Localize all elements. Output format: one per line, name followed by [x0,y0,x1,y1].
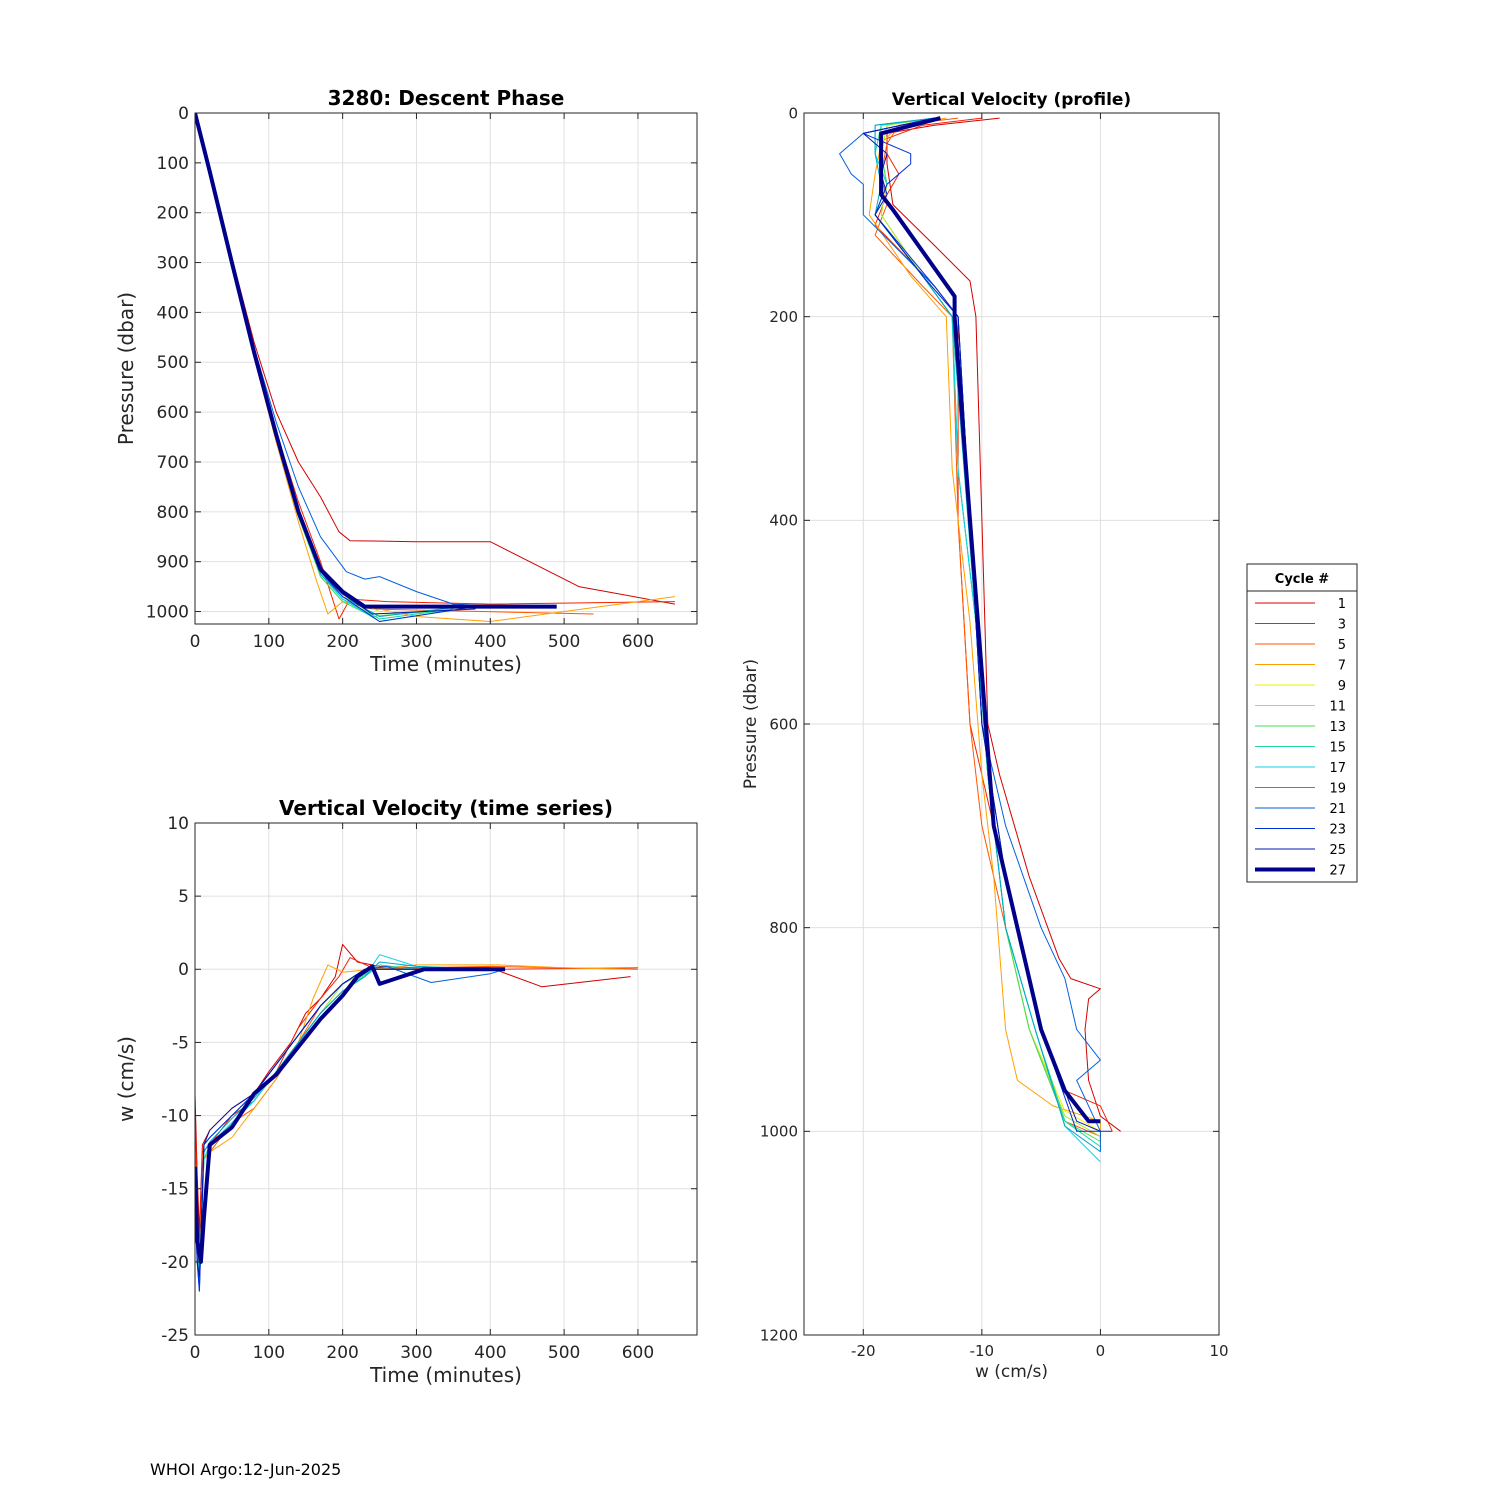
vv_time-ytick-label: 0 [178,960,189,980]
vv_time-series-cycle-27 [195,964,506,1264]
descent-ytick-label: 0 [178,104,189,124]
vv_time-xtick-label: 0 [190,1343,201,1363]
vv_profile-title: Vertical Velocity (profile) [892,90,1131,110]
legend-entry-cycle-25: 25 [1255,843,1346,858]
legend-entry-cycle-13: 13 [1255,720,1346,735]
legend-entry-cycle-11: 11 [1255,700,1346,715]
descent-ytick-label: 700 [157,453,189,473]
vv_profile-series-cycle-7 [868,117,1101,1142]
legend-label: 25 [1329,843,1346,858]
descent-series-cycle-27 [195,113,557,609]
descent-ytick-label: 900 [157,553,189,573]
legend-label: 15 [1329,741,1346,756]
vv_time-xtick-label: 300 [400,1343,432,1363]
legend-label: 13 [1329,720,1346,735]
vv_time-chart: 0 100 200 300 400 500 600 10 5 0 -5 -10 -15 -20 -25 Ver… [114,796,698,1387]
vv_profile-xlabel: w (cm/s) [975,1362,1048,1382]
vv_time-ytick-label: 5 [178,887,189,907]
descent-xtick-label: 300 [400,632,432,652]
vv_profile-ytick-label: 800 [769,919,798,937]
descent-xtick-label: 500 [548,632,580,652]
legend-label: 3 [1338,618,1346,633]
descent-ytick-label: 300 [157,254,189,274]
descent-ytick-label: 500 [157,353,189,373]
vv_time-ytick-label: 10 [167,814,189,834]
vv_time-plot-area [195,823,697,1335]
descent-xtick-label: 400 [474,632,506,652]
vv_profile-ylabel: Pressure (dbar) [741,659,761,789]
legend-label: 27 [1329,864,1346,879]
descent-ylabel: Pressure (dbar) [114,292,138,445]
legend-label: 5 [1338,638,1346,653]
legend-label: 23 [1329,823,1346,838]
legend-entry-cycle-21: 21 [1255,802,1346,817]
legend-entry-cycle-15: 15 [1255,741,1346,756]
legend-entry-cycle-3: 3 [1255,618,1346,633]
vv_time-xtick-label: 400 [474,1343,506,1363]
descent-xtick-label: 100 [253,632,285,652]
vv_time-ytick-label: -15 [161,1180,189,1200]
vv_profile-ytick-label: 0 [788,104,798,122]
vv_profile-ytick-label: 1200 [760,1326,798,1344]
vv_profile-ytick-label: 600 [769,715,798,733]
legend-label: 11 [1329,700,1346,715]
vv_profile-ytick-label: 400 [769,512,798,530]
legend-entry-cycle-7: 7 [1255,659,1346,674]
vv_profile-xtick-label: -10 [970,1342,995,1360]
descent-ytick-label: 100 [157,154,189,174]
descent-xtick-label: 600 [622,632,654,652]
vv_profile-xtick-label: -20 [851,1342,876,1360]
vv_time-xtick-label: 500 [548,1343,580,1363]
legend-entry-cycle-27: 27 [1255,864,1346,879]
vv_profile-series-cycle-1 [886,117,1121,1132]
legend-label: 21 [1329,802,1346,817]
descent-xtick-label: 0 [190,632,201,652]
descent-ytick-label: 200 [157,204,189,224]
descent-plot-area [195,113,697,624]
descent-ytick-label: 800 [157,503,189,523]
vv_time-xtick-label: 200 [326,1343,358,1363]
legend-label: 9 [1338,679,1346,694]
descent-axes-box [194,112,698,625]
vv_time-ytick-label: -20 [161,1253,189,1273]
vv_time-title: Vertical Velocity (time series) [279,796,613,820]
vv_profile-ytick-label: 200 [769,308,798,326]
vv_time-xtick-label: 600 [622,1343,654,1363]
legend-entry-cycle-17: 17 [1255,761,1346,776]
legend-entry-cycle-19: 19 [1255,782,1346,797]
legend-label: 17 [1329,761,1346,776]
descent-title: 3280: Descent Phase [328,86,565,110]
vv_profile-xtick-label: 10 [1209,1342,1228,1360]
legend-title: Cycle # [1275,572,1330,587]
vv_time-ytick-label: -25 [161,1326,189,1346]
legend-entry-cycle-1: 1 [1255,597,1346,612]
vv_profile-xtick-label: 0 [1096,1342,1106,1360]
legend-label: 1 [1338,597,1346,612]
vv_time-xtick-label: 100 [253,1343,285,1363]
vv_profile-series-cycle-27 [879,116,1101,1124]
vv_profile-ytick-label: 1000 [760,1123,798,1141]
legend-entry-cycle-9: 9 [1255,679,1346,694]
legend-label: 19 [1329,782,1346,797]
vv_time-xlabel: Time (minutes) [369,1363,522,1387]
descent-ytick-label: 600 [157,403,189,423]
vv_time-ytick-label: -5 [172,1033,189,1053]
vv_time-ytick-label: -10 [161,1107,189,1127]
descent-xtick-label: 200 [326,632,358,652]
legend-entry-cycle-5: 5 [1255,638,1346,653]
legend-entry-cycle-23: 23 [1255,823,1346,838]
footer-credit: WHOI Argo:12-Jun-2025 [150,1460,342,1479]
descent-chart: 0 100 200 300 400 500 600 0 100 200 300 400 500 600 70… [114,86,698,676]
descent-xlabel: Time (minutes) [369,652,522,676]
descent-ytick-label: 400 [157,303,189,323]
vv_time-ylabel: w (cm/s) [114,1036,138,1122]
legend-label: 7 [1338,659,1346,674]
vv_profile-series-cycle-19 [874,117,1101,1153]
descent-ytick-label: 1000 [146,602,189,622]
vv_time-axes-box [194,822,698,1336]
